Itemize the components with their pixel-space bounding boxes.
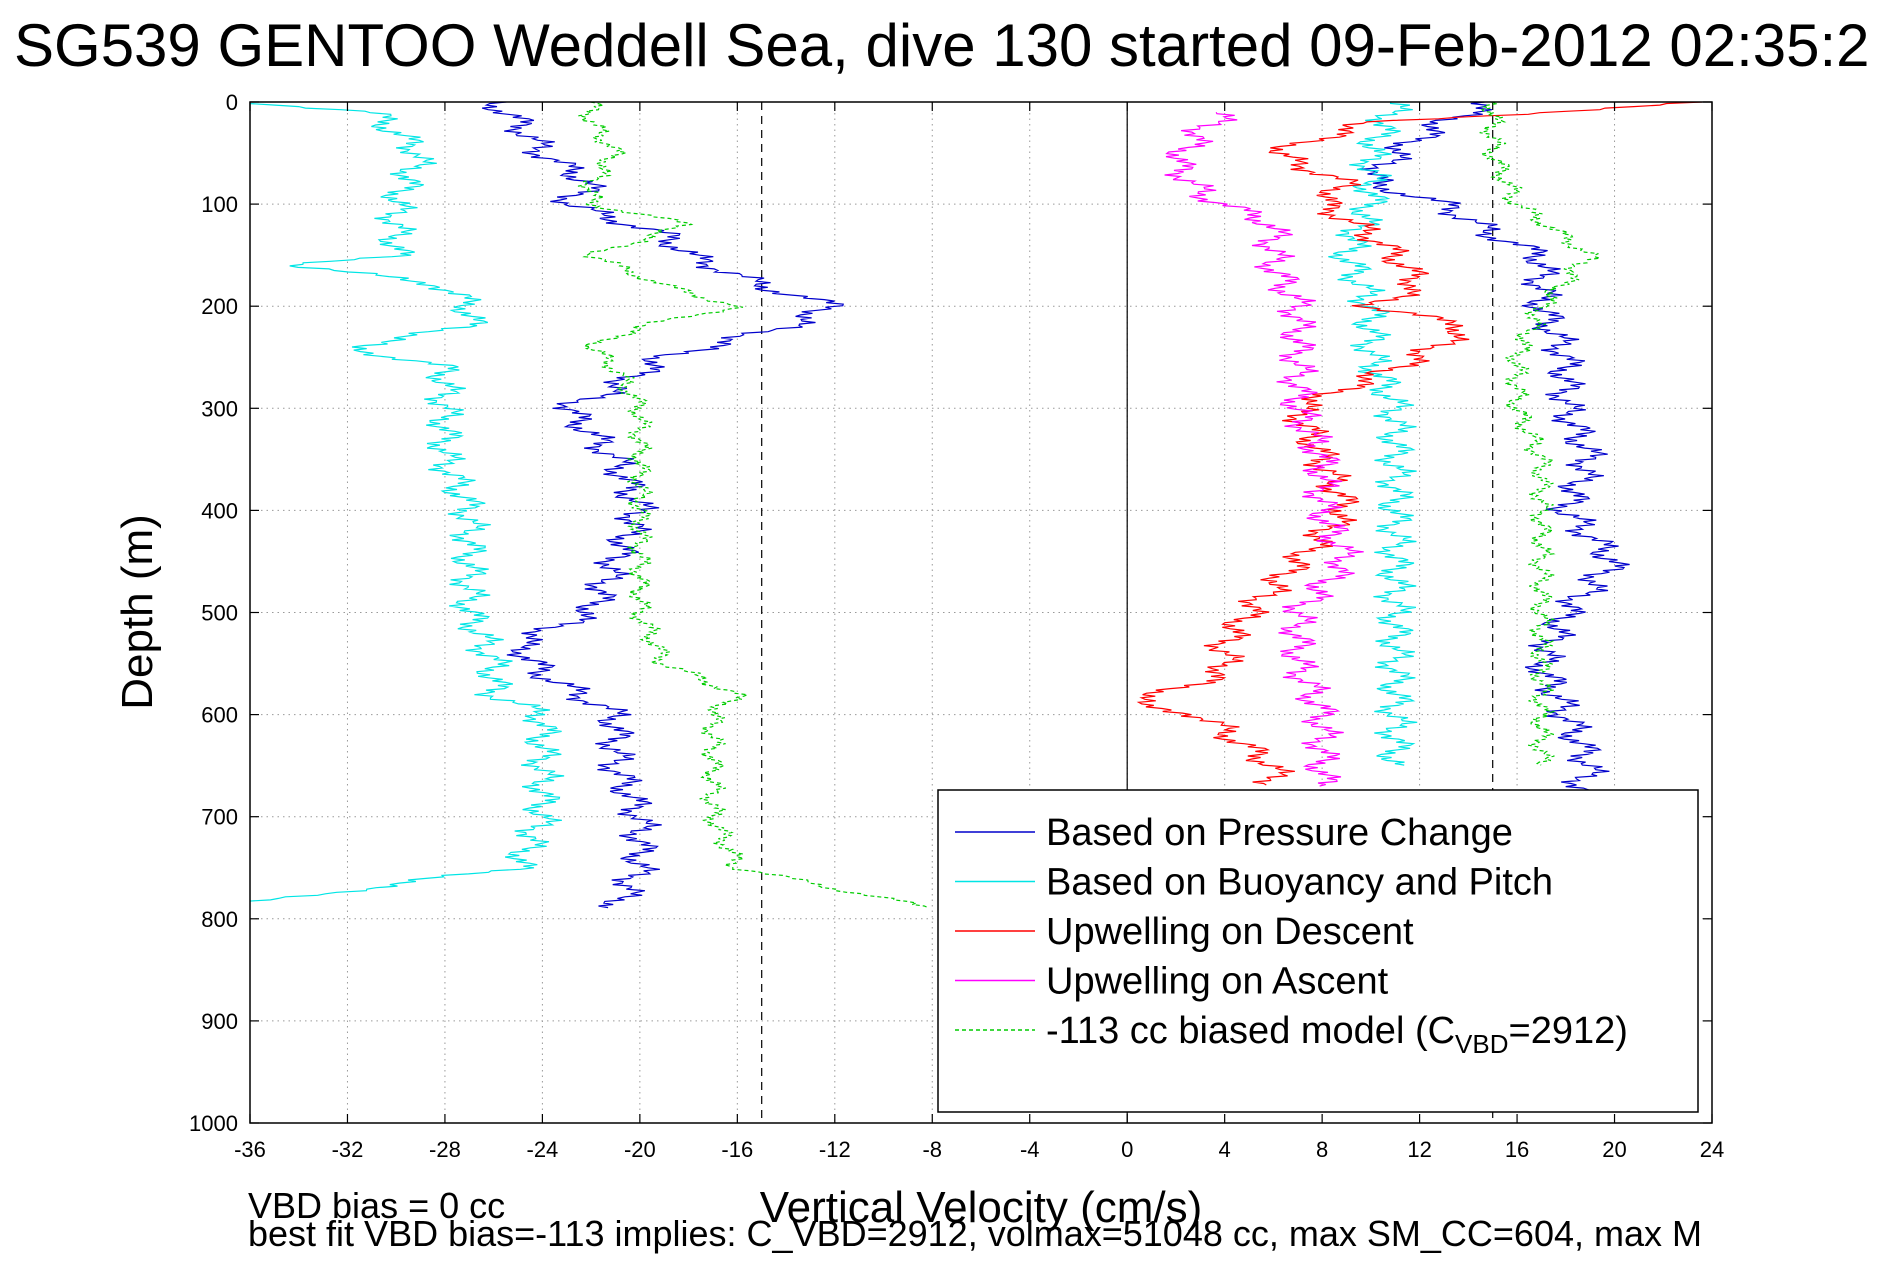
series-4 — [577, 102, 1601, 909]
y-tick-label: 400 — [201, 498, 238, 523]
x-tick-label: -4 — [1020, 1137, 1040, 1162]
x-tick-label: -24 — [527, 1137, 559, 1162]
y-tick-label: 800 — [201, 907, 238, 932]
legend-label: Upwelling on Descent — [1046, 911, 1414, 953]
x-tick-label: -36 — [234, 1137, 266, 1162]
legend-box — [937, 789, 1699, 1113]
note-vbd-bias: VBD bias = 0 cc — [248, 1185, 505, 1226]
y-tick-label: 600 — [201, 703, 238, 728]
x-tick-label: 20 — [1602, 1137, 1626, 1162]
y-axis-label: Depth (m) — [113, 514, 162, 710]
x-tick-label: -16 — [721, 1137, 753, 1162]
x-tick-label: 12 — [1407, 1137, 1431, 1162]
legend-label-main: -113 cc biased model (C — [1046, 1010, 1455, 1052]
chart-title: SG539 GENTOO Weddell Sea, dive 130 start… — [14, 12, 1870, 79]
y-tick-label: 1000 — [189, 1111, 238, 1136]
x-axis-ticks: -36 -32 -28 -24 -20 -16 -12 -8 -4 0 4 8 12 16 20 24 — [234, 102, 1724, 1162]
series-line — [1360, 102, 1630, 817]
x-tick-label: 8 — [1316, 1137, 1328, 1162]
x-tick-label: -28 — [429, 1137, 461, 1162]
series-line — [1136, 102, 1703, 786]
y-tick-label: 900 — [201, 1009, 238, 1034]
y-axis-ticks: 0 100 200 300 400 500 600 700 800 900 1000 — [189, 90, 1712, 1136]
x-tick-label: -32 — [332, 1137, 364, 1162]
plot-area — [250, 102, 1703, 909]
y-tick-label: 200 — [201, 294, 238, 319]
x-axis-label: Vertical Velocity (cm/s) — [760, 1183, 1203, 1232]
legend-label-subscript: VBD — [1455, 1029, 1508, 1059]
legend-label: Based on Pressure Change — [1046, 812, 1513, 854]
x-tick-label: 24 — [1700, 1137, 1724, 1162]
series-line — [1328, 102, 1418, 766]
series-line — [1164, 111, 1364, 787]
series-2 — [1136, 102, 1703, 786]
y-tick-label: 300 — [201, 396, 238, 421]
y-tick-label: 100 — [201, 192, 238, 217]
y-tick-label: 0 — [226, 90, 238, 115]
legend-label-tail: =2912) — [1509, 1010, 1628, 1052]
legend-label: Based on Buoyancy and Pitch — [1046, 862, 1553, 904]
x-tick-label: 0 — [1121, 1137, 1133, 1162]
x-tick-label: -20 — [624, 1137, 656, 1162]
x-tick-label: 16 — [1505, 1137, 1529, 1162]
series-line — [481, 102, 844, 909]
legend-label: -113 cc biased model (CVBD=2912) — [1046, 1010, 1628, 1059]
series-0 — [481, 102, 1630, 909]
series-1 — [250, 102, 1418, 902]
series-line — [577, 102, 929, 909]
x-tick-label: -12 — [819, 1137, 851, 1162]
y-tick-label: 500 — [201, 601, 238, 626]
series-3 — [1164, 111, 1364, 787]
series-line — [250, 102, 565, 902]
x-tick-label: 4 — [1219, 1137, 1231, 1162]
note-best-fit: best fit VBD bias=-113 implies: C_VBD=29… — [248, 1213, 1702, 1254]
y-tick-label: 700 — [201, 805, 238, 830]
series-line — [1479, 102, 1601, 766]
x-tick-label: -8 — [922, 1137, 942, 1162]
legend-label: Upwelling on Ascent — [1046, 961, 1389, 1003]
legend: Based on Pressure Change Based on Buoyanc… — [937, 789, 1699, 1113]
